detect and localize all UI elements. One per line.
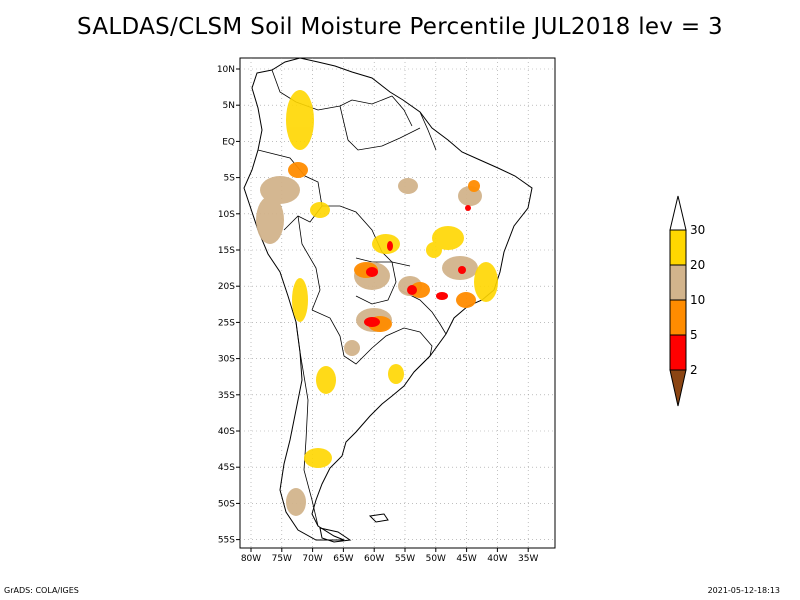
colorbar-20-30 — [669, 229, 687, 266]
lon-tick-label: 60W — [364, 554, 384, 564]
lat-tick-label: 35S — [218, 391, 235, 401]
lat-tick-label: 40S — [218, 427, 235, 437]
colorbar-label-10: 10 — [690, 293, 705, 307]
colorbar-label-20: 20 — [690, 258, 705, 272]
tierra-del-fuego — [319, 527, 352, 543]
falkland-islands — [368, 513, 389, 523]
colorbar: 2 5 10 20 30 — [669, 195, 705, 407]
lat-tick-label: 10N — [217, 65, 235, 75]
lat-tick-label: 45S — [218, 463, 235, 473]
lat-tick-label: 15S — [218, 246, 235, 256]
lat-tick-label: 5N — [223, 101, 235, 111]
lon-tick-label: 45W — [456, 554, 476, 564]
colorbar-2-5 — [669, 334, 687, 371]
lon-tick-label: 75W — [272, 554, 292, 564]
lat-tick-label: 50S — [218, 499, 235, 509]
lat-tick-label: 5S — [224, 174, 236, 184]
lat-tick-label: 20S — [218, 282, 235, 292]
country-borders — [257, 69, 447, 527]
footer-timestamp: 2021-05-12-18:13 — [707, 586, 780, 595]
lat-tick-label: 30S — [218, 355, 235, 365]
lon-tick-label: 40W — [487, 554, 507, 564]
colorbar-label-2: 2 — [690, 363, 698, 377]
colorbar-label-5: 5 — [690, 328, 698, 342]
colorbar-above-30 — [669, 195, 687, 231]
south-america-coastline — [243, 57, 533, 541]
lon-tick-label: 55W — [395, 554, 415, 564]
lon-tick-label: 65W — [333, 554, 353, 564]
lon-tick-label: 80W — [241, 554, 261, 564]
percentile-shading — [256, 90, 498, 516]
lon-tick-label: 50W — [426, 554, 446, 564]
footer-credit: GrADS: COLA/IGES — [4, 586, 79, 595]
latitude-axis: 10N 5N EQ 5S 10S 15S 20S 25S 30S 35S 40S 45S 50S 55S — [217, 65, 240, 546]
colorbar-5-10 — [669, 299, 687, 336]
lat-tick-label: 10S — [218, 210, 235, 220]
colorbar-label-30: 30 — [690, 223, 705, 237]
lon-tick-label: 35W — [518, 554, 538, 564]
longitude-axis: 80W 75W 70W 65W 60W 55W 50W 45W 40W 35W — [241, 548, 538, 564]
lon-tick-label: 70W — [302, 554, 322, 564]
colorbar-10-20 — [669, 264, 687, 301]
lat-tick-label: 25S — [218, 318, 235, 328]
lat-tick-label: 55S — [218, 536, 235, 546]
map-title: SALDAS/CLSM Soil Moisture Percentile JUL… — [77, 14, 723, 40]
lat-tick-label: EQ — [222, 137, 235, 147]
colorbar-below-2 — [669, 369, 687, 407]
